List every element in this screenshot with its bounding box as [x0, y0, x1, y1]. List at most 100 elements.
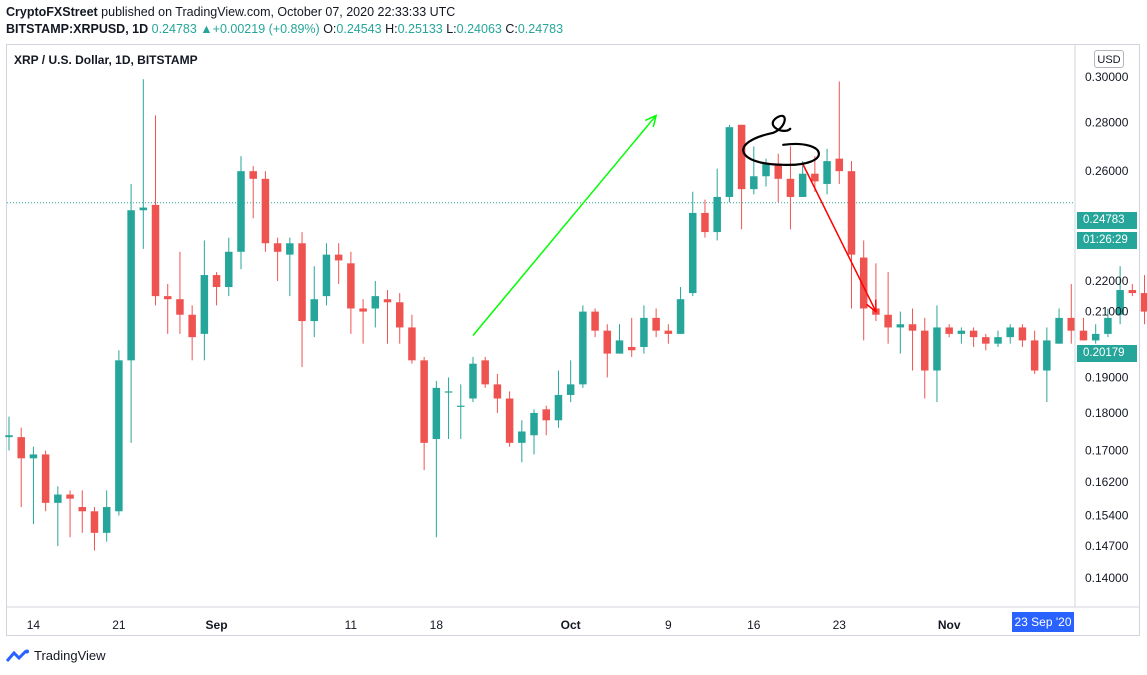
candle-up: [725, 127, 734, 197]
candle-down: [627, 346, 636, 351]
candle-up: [1006, 327, 1014, 338]
candle-up: [1104, 317, 1112, 334]
candle-down: [884, 314, 892, 328]
y-tick-label: 0.22000: [1085, 274, 1129, 288]
candle-down: [176, 299, 184, 315]
candle-up: [29, 454, 38, 459]
candle-down: [945, 327, 953, 334]
candle-down: [273, 243, 282, 252]
candle-down: [591, 311, 599, 331]
hand-drawn-ellipse: [742, 114, 820, 166]
candle-up: [139, 207, 148, 211]
candle-up: [994, 337, 1002, 344]
candle-down: [408, 327, 416, 361]
candle-up: [640, 317, 648, 347]
x-tick-label: 18: [430, 618, 444, 632]
candle-up: [750, 176, 758, 190]
candle-up: [127, 210, 135, 361]
candle-up: [689, 212, 697, 294]
currency-button[interactable]: USD: [1094, 50, 1124, 68]
candle-up: [286, 243, 294, 255]
last-price-tag: 0.24783: [1077, 212, 1137, 229]
candle-up: [432, 387, 441, 440]
candle-up: [444, 391, 453, 393]
candle-up: [713, 196, 721, 233]
candle-up: [371, 296, 380, 309]
candle-down: [298, 243, 306, 322]
candle-up: [530, 412, 538, 436]
candle-down: [921, 330, 929, 371]
low-label: L:: [446, 22, 457, 36]
candle-up: [1091, 333, 1100, 341]
author-name[interactable]: CryptoFXStreet: [6, 5, 98, 19]
green-arrow: [472, 114, 657, 336]
candle-down: [493, 384, 502, 399]
candle-up: [54, 494, 62, 503]
candle-down: [481, 360, 489, 385]
red-arrow: [801, 163, 877, 312]
candle-down: [90, 511, 99, 533]
cursor-price-tag: 0.20179: [1077, 345, 1137, 362]
x-tick-label: 23: [833, 618, 847, 632]
footer-brand[interactable]: TradingView: [6, 648, 106, 663]
candle-down: [334, 254, 343, 261]
candle-down: [17, 437, 25, 459]
high-value: 0.25133: [397, 22, 443, 36]
change-value: +0.00219 (+0.89%): [212, 22, 320, 36]
candle-down: [212, 275, 221, 288]
candle-down: [1079, 330, 1088, 341]
candle-up: [115, 360, 123, 512]
candle-up: [518, 431, 526, 443]
candle-down: [261, 178, 270, 244]
candle-up: [957, 330, 966, 334]
candle-up: [554, 394, 563, 421]
y-tick-label: 0.21000: [1085, 305, 1129, 319]
candle-up: [322, 254, 331, 297]
candle-up: [1055, 317, 1063, 344]
green-arrow-head: [644, 114, 658, 128]
candle-up: [798, 173, 807, 197]
y-tick-label: 0.16200: [1085, 475, 1129, 489]
red-arrow-head: [865, 299, 877, 314]
candle-up: [823, 161, 831, 184]
candle-up: [225, 251, 233, 288]
candle-down: [982, 337, 990, 344]
candle-down: [420, 360, 428, 443]
y-tick-label: 0.26000: [1085, 164, 1129, 178]
y-tick-label: 0.15400: [1085, 509, 1129, 523]
candle-down: [847, 171, 856, 255]
x-tick-label: 21: [112, 618, 126, 632]
candle-down: [359, 308, 367, 312]
candle-down: [908, 324, 917, 331]
candle-down: [811, 173, 819, 182]
up-triangle-icon: ▲: [200, 22, 213, 36]
y-tick-label: 0.19000: [1085, 370, 1129, 384]
symbol-label: BITSTAMP:XRPUSD, 1D: [6, 22, 149, 36]
candle-up: [676, 299, 685, 334]
last-value: 0.24783: [151, 22, 197, 36]
candle-up: [237, 171, 245, 252]
candle-down: [859, 257, 868, 309]
y-tick-label: 0.28000: [1085, 115, 1129, 129]
candle-up: [566, 384, 575, 395]
candle-down: [347, 263, 355, 309]
candle-down: [1128, 290, 1137, 294]
open-value: 0.24543: [336, 22, 382, 36]
candle-down: [774, 163, 782, 179]
x-tick-label: Sep: [206, 618, 228, 632]
ohlc-line: BITSTAMP:XRPUSD, 1D 0.24783 ▲+0.00219 (+…: [6, 21, 563, 37]
low-value: 0.24063: [456, 22, 502, 36]
y-tick-label: 0.17000: [1085, 444, 1129, 458]
candle-up: [615, 340, 624, 354]
x-tick-label: 14: [27, 618, 41, 632]
candle-down: [41, 454, 50, 503]
candle-down: [737, 124, 746, 190]
annotations: [472, 114, 877, 336]
candle-down: [1018, 327, 1027, 341]
candle-down: [1030, 340, 1039, 371]
candle-up: [762, 163, 770, 177]
candle-up: [579, 311, 587, 385]
y-tick-label: 0.18000: [1085, 406, 1129, 420]
tradingview-logo-icon: [6, 649, 29, 662]
